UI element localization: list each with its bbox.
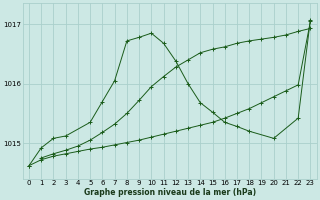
X-axis label: Graphe pression niveau de la mer (hPa): Graphe pression niveau de la mer (hPa) [84,188,256,197]
